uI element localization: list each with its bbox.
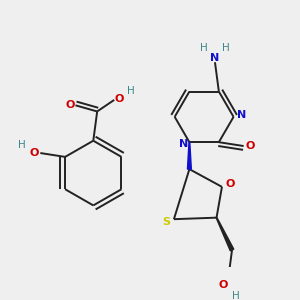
Text: H: H <box>127 86 134 96</box>
Text: N: N <box>237 110 246 120</box>
Text: S: S <box>162 217 170 227</box>
Text: O: O <box>65 100 75 110</box>
Text: O: O <box>115 94 124 104</box>
Text: H: H <box>18 140 26 150</box>
Text: H: H <box>222 44 230 53</box>
Polygon shape <box>188 142 191 169</box>
Text: H: H <box>200 44 208 53</box>
Text: O: O <box>245 141 254 151</box>
Text: O: O <box>225 179 234 189</box>
Text: O: O <box>29 148 39 158</box>
Text: O: O <box>219 280 228 290</box>
Polygon shape <box>216 218 234 251</box>
Text: H: H <box>232 291 240 300</box>
Text: N: N <box>210 53 220 63</box>
Text: N: N <box>178 139 188 149</box>
